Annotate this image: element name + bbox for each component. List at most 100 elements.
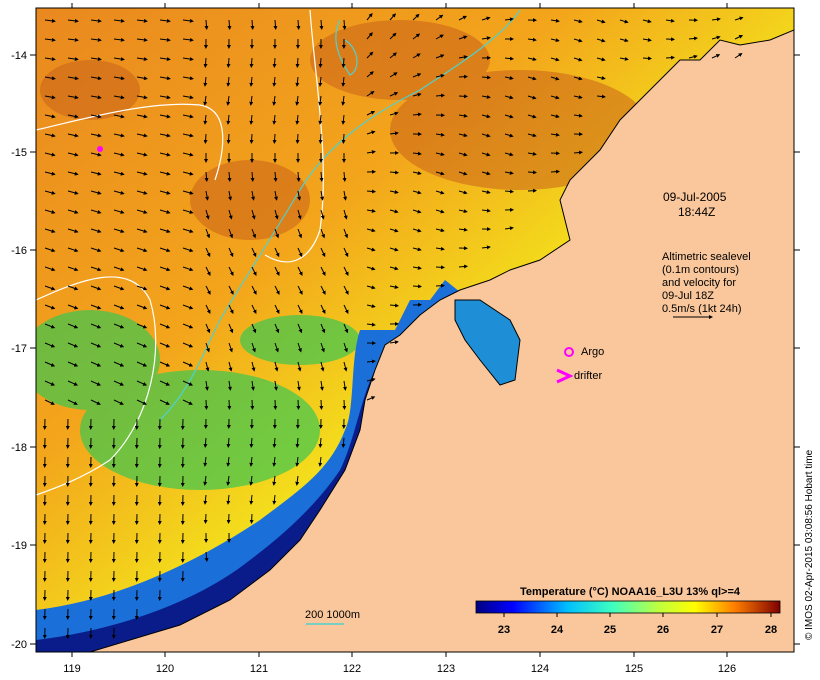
velocity-arrow [136, 323, 148, 329]
velocity-arrow [182, 247, 194, 253]
velocity-arrow [226, 95, 231, 106]
velocity-arrow [113, 133, 125, 138]
velocity-arrow [67, 228, 79, 233]
velocity-arrow [204, 399, 209, 410]
lat-tick-label: -17 [11, 343, 27, 355]
velocity-arrow [274, 228, 280, 239]
velocity-arrow [527, 170, 537, 175]
velocity-arrow [458, 35, 468, 40]
velocity-arrow [573, 57, 583, 62]
velocity-arrow [320, 285, 326, 295]
velocity-arrow [272, 95, 277, 106]
velocity-arrow [366, 228, 376, 233]
velocity-arrow [320, 247, 326, 258]
velocity-arrow [203, 114, 208, 125]
velocity-arrow [297, 228, 303, 239]
lon-tick-label: 126 [718, 663, 736, 675]
velocity-arrow [342, 399, 347, 410]
velocity-arrow [44, 266, 56, 272]
velocity-arrow [182, 152, 194, 157]
velocity-arrow [343, 209, 348, 220]
velocity-arrow [44, 228, 56, 233]
velocity-arrow [319, 399, 324, 410]
velocity-arrow [320, 323, 326, 334]
velocity-arrow [319, 380, 324, 391]
colorbar-title: Temperature (°C) NOAA16_L3U 13% ql>=4 [520, 586, 741, 598]
velocity-arrow [412, 151, 422, 156]
velocity-arrow [113, 95, 125, 100]
velocity-arrow [272, 456, 277, 467]
velocity-arrow [204, 171, 209, 182]
velocity-arrow [527, 114, 537, 119]
velocity-arrow [67, 190, 79, 195]
velocity-arrow [113, 57, 125, 62]
velocity-arrow [251, 247, 257, 258]
velocity-arrow [481, 114, 491, 119]
velocity-arrow [136, 190, 148, 195]
velocity-arrow [90, 361, 102, 367]
velocity-arrow [412, 265, 422, 270]
velocity-arrow [435, 171, 445, 176]
velocity-arrow [295, 437, 300, 448]
velocity-arrow [734, 35, 744, 40]
velocity-arrow [159, 37, 171, 42]
velocity-arrow [366, 359, 376, 364]
velocity-arrow [113, 247, 125, 253]
velocity-arrow [67, 247, 79, 253]
svg-text:09-Jul 18Z: 09-Jul 18Z [662, 290, 714, 302]
velocity-arrow [136, 380, 148, 386]
lat-tick-label: -14 [11, 50, 27, 62]
velocity-arrow [44, 190, 56, 195]
velocity-arrow [435, 265, 445, 270]
velocity-arrow [412, 92, 422, 97]
velocity-arrow [435, 132, 445, 137]
lat-tick-label: -20 [11, 639, 27, 651]
velocity-arrow [297, 304, 303, 315]
velocity-arrow [319, 19, 324, 30]
velocity-arrow [274, 361, 279, 372]
velocity-arrow [458, 264, 468, 269]
colorbar-tick-label: 26 [657, 624, 669, 636]
velocity-arrow [296, 171, 301, 182]
velocity-arrow [458, 171, 468, 176]
velocity-arrow [504, 114, 514, 119]
velocity-arrow [67, 76, 79, 81]
plot-frame [35, 7, 795, 653]
colorbar [475, 600, 781, 614]
velocity-arrow [297, 342, 302, 353]
velocity-arrow [412, 171, 422, 176]
velocity-arrow [136, 228, 148, 233]
velocity-arrow [389, 131, 399, 136]
velocity-arrow [159, 190, 171, 195]
colorbar-tick-label: 24 [551, 624, 564, 636]
velocity-arrow [389, 32, 397, 40]
velocity-arrow [44, 57, 56, 62]
velocity-arrow [44, 209, 56, 214]
velocity-arrow [366, 266, 376, 271]
velocity-arrow [343, 323, 349, 334]
velocity-arrow [205, 285, 211, 295]
lat-tick-label: -15 [11, 147, 27, 159]
velocity-arrow [67, 342, 79, 348]
velocity-arrow [251, 342, 256, 353]
velocity-arrow [389, 52, 397, 59]
velocity-arrow [90, 247, 102, 253]
velocity-arrow [182, 76, 194, 81]
velocity-arrow [573, 76, 583, 81]
velocity-arrow [44, 361, 56, 367]
velocity-arrow [226, 475, 231, 486]
time-label: 18:44Z [678, 205, 715, 219]
velocity-arrow [458, 152, 468, 157]
velocity-arrow [136, 247, 148, 253]
velocity-arrow [481, 208, 491, 213]
velocity-arrow [250, 399, 255, 410]
velocity-arrow [573, 19, 583, 24]
velocity-arrow [228, 361, 233, 372]
velocity-arrow [90, 114, 102, 119]
velocity-arrow [44, 171, 56, 176]
velocity-arrow [341, 95, 346, 106]
cool-patches [36, 310, 360, 490]
velocity-arrow [44, 380, 56, 386]
velocity-arrow [341, 437, 346, 448]
